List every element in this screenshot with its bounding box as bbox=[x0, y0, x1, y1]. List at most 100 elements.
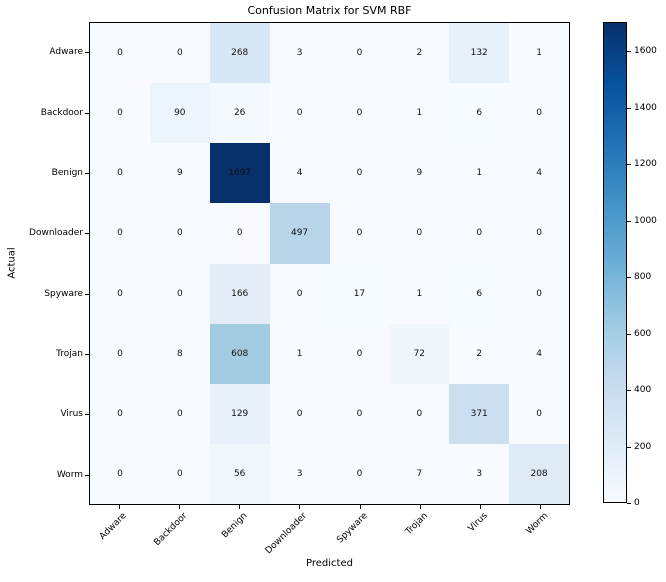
matrix-cell: 166 bbox=[210, 264, 270, 324]
matrix-cell: 1 bbox=[449, 143, 509, 203]
colorbar-tick-label: 1000 bbox=[634, 216, 657, 226]
matrix-cell: 26 bbox=[210, 83, 270, 143]
y-tick-mark bbox=[85, 52, 89, 53]
y-tick-label: Adware bbox=[49, 47, 83, 57]
matrix-cell: 0 bbox=[330, 384, 390, 444]
colorbar-tick-label: 1600 bbox=[634, 46, 657, 56]
matrix-cell: 6 bbox=[449, 83, 509, 143]
matrix-cell: 0 bbox=[330, 143, 390, 203]
confusion-matrix-figure: Confusion Matrix for SVM RBF Actual Pred… bbox=[0, 0, 666, 582]
y-tick-mark bbox=[85, 173, 89, 174]
matrix-cell: 7 bbox=[389, 444, 449, 504]
x-axis-label: Predicted bbox=[89, 558, 570, 569]
matrix-cell: 0 bbox=[210, 203, 270, 263]
chart-title: Confusion Matrix for SVM RBF bbox=[89, 4, 570, 17]
colorbar-tick-label: 400 bbox=[634, 385, 651, 395]
matrix-cell: 2 bbox=[389, 23, 449, 83]
matrix-cell: 0 bbox=[90, 83, 150, 143]
colorbar-tick-label: 0 bbox=[634, 498, 640, 508]
x-tick-label: Virus bbox=[467, 511, 490, 534]
colorbar-tick-mark bbox=[627, 108, 631, 109]
colorbar-tick-label: 1400 bbox=[634, 103, 657, 113]
y-tick-mark bbox=[85, 294, 89, 295]
matrix-cell: 208 bbox=[509, 444, 569, 504]
matrix-cell: 0 bbox=[330, 444, 390, 504]
matrix-cell: 0 bbox=[90, 264, 150, 324]
matrix-cell: 371 bbox=[449, 384, 509, 444]
matrix-cell: 0 bbox=[90, 384, 150, 444]
x-tick-label: Downloader bbox=[264, 511, 309, 556]
matrix-cell: 0 bbox=[150, 23, 210, 83]
heatmap-grid: 0026830213210902600160091697409140004970… bbox=[89, 22, 570, 505]
matrix-cell: 0 bbox=[509, 83, 569, 143]
matrix-cell: 0 bbox=[509, 203, 569, 263]
matrix-cell: 0 bbox=[270, 83, 330, 143]
colorbar-tick-mark bbox=[627, 164, 631, 165]
y-tick-mark bbox=[85, 233, 89, 234]
colorbar-tick-label: 200 bbox=[634, 442, 651, 452]
y-tick-mark bbox=[85, 414, 89, 415]
x-tick-mark bbox=[179, 505, 180, 509]
colorbar bbox=[603, 22, 627, 503]
colorbar-tick-mark bbox=[627, 277, 631, 278]
matrix-cell: 3 bbox=[270, 444, 330, 504]
x-tick-mark bbox=[360, 505, 361, 509]
matrix-cell: 6 bbox=[449, 264, 509, 324]
matrix-cell: 9 bbox=[389, 143, 449, 203]
matrix-cell: 72 bbox=[389, 324, 449, 384]
matrix-cell: 1 bbox=[389, 264, 449, 324]
matrix-cell: 0 bbox=[330, 83, 390, 143]
matrix-cell: 4 bbox=[509, 324, 569, 384]
matrix-cell: 0 bbox=[330, 23, 390, 83]
colorbar-tick-label: 1200 bbox=[634, 159, 657, 169]
matrix-cell: 0 bbox=[509, 384, 569, 444]
x-tick-mark bbox=[299, 505, 300, 509]
y-tick-label: Backdoor bbox=[41, 108, 83, 118]
colorbar-tick-label: 800 bbox=[634, 272, 651, 282]
matrix-cell: 268 bbox=[210, 23, 270, 83]
y-tick-label: Benign bbox=[52, 168, 83, 178]
matrix-cell: 0 bbox=[90, 143, 150, 203]
matrix-cell: 0 bbox=[389, 384, 449, 444]
matrix-cell: 0 bbox=[389, 203, 449, 263]
matrix-cell: 0 bbox=[90, 203, 150, 263]
matrix-cell: 9 bbox=[150, 143, 210, 203]
matrix-cell: 17 bbox=[330, 264, 390, 324]
matrix-cell: 0 bbox=[150, 384, 210, 444]
colorbar-tick-mark bbox=[627, 51, 631, 52]
matrix-cell: 0 bbox=[509, 264, 569, 324]
x-tick-mark bbox=[119, 505, 120, 509]
x-tick-label: Trojan bbox=[404, 511, 430, 537]
x-tick-mark bbox=[420, 505, 421, 509]
matrix-cell: 4 bbox=[509, 143, 569, 203]
y-tick-mark bbox=[85, 354, 89, 355]
matrix-cell: 0 bbox=[270, 384, 330, 444]
matrix-cell: 1 bbox=[509, 23, 569, 83]
matrix-cell: 56 bbox=[210, 444, 270, 504]
y-axis-label: Actual bbox=[7, 247, 18, 278]
matrix-cell: 497 bbox=[270, 203, 330, 263]
matrix-cell: 608 bbox=[210, 324, 270, 384]
matrix-cell: 8 bbox=[150, 324, 210, 384]
y-tick-mark bbox=[85, 475, 89, 476]
y-tick-label: Trojan bbox=[56, 349, 83, 359]
matrix-cell: 1 bbox=[389, 83, 449, 143]
y-tick-label: Virus bbox=[60, 409, 83, 419]
matrix-cell: 3 bbox=[449, 444, 509, 504]
matrix-cell: 0 bbox=[449, 203, 509, 263]
x-tick-label: Backdoor bbox=[152, 511, 189, 548]
y-tick-label: Downloader bbox=[29, 228, 83, 238]
x-tick-mark bbox=[480, 505, 481, 509]
matrix-cell: 0 bbox=[90, 23, 150, 83]
matrix-cell: 0 bbox=[330, 203, 390, 263]
x-tick-mark bbox=[239, 505, 240, 509]
colorbar-tick-mark bbox=[627, 390, 631, 391]
colorbar-tick-mark bbox=[627, 447, 631, 448]
matrix-cell: 1697 bbox=[210, 143, 270, 203]
matrix-cell: 1 bbox=[270, 324, 330, 384]
matrix-cell: 0 bbox=[150, 444, 210, 504]
x-tick-label: Worm bbox=[524, 511, 550, 537]
matrix-cell: 0 bbox=[90, 444, 150, 504]
matrix-cell: 0 bbox=[270, 264, 330, 324]
matrix-cell: 90 bbox=[150, 83, 210, 143]
